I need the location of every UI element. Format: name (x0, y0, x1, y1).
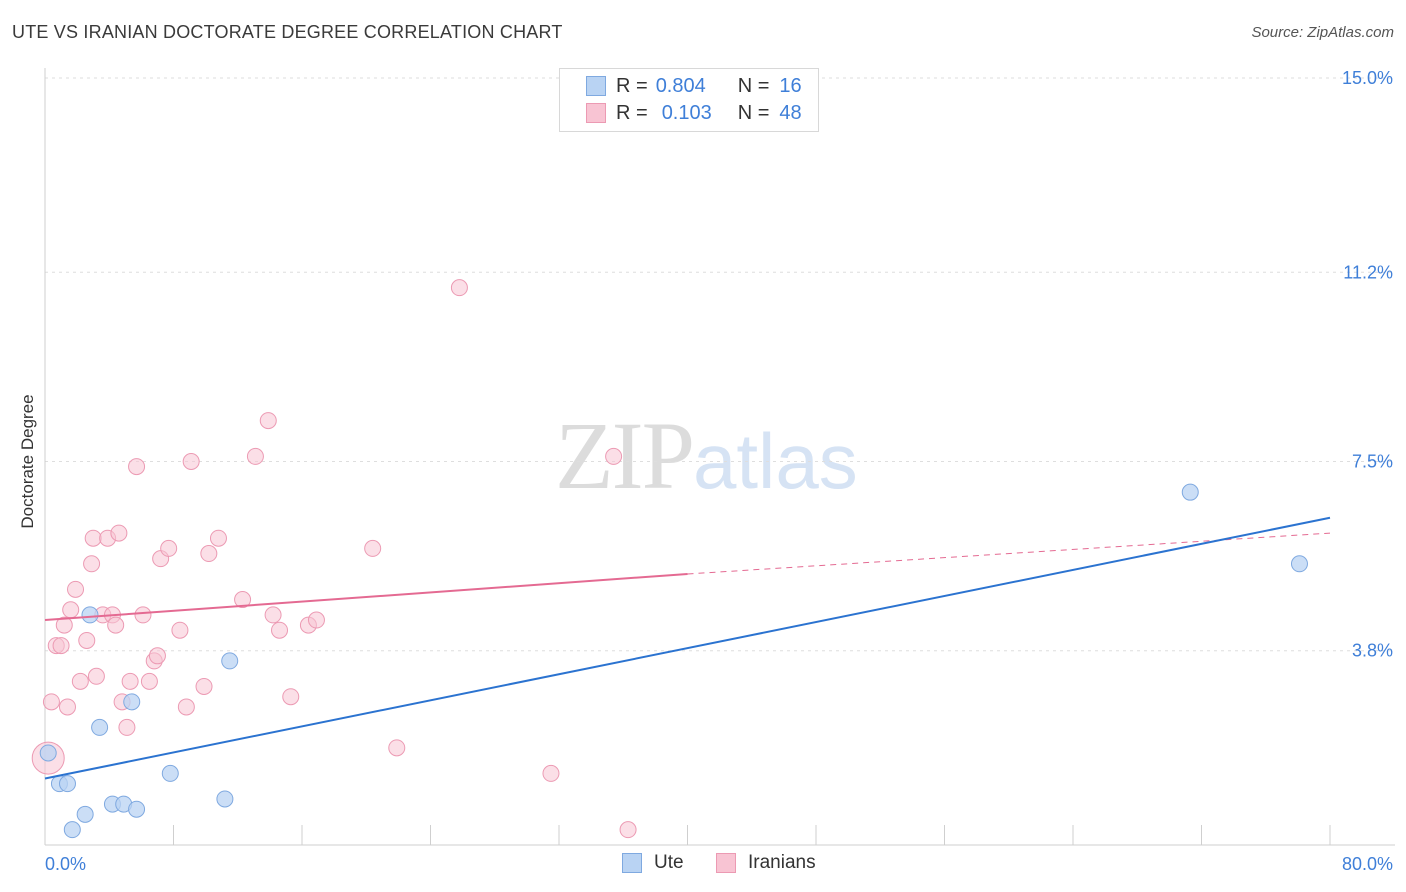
ute-point (58, 775, 76, 793)
ute-bottom-swatch (622, 853, 642, 873)
ute-r-label: R = (616, 74, 648, 97)
ute-point (39, 744, 57, 762)
iranians-point (87, 667, 105, 685)
correlation-legend: R = 0.804 N = 16 R = 0.103 N = 48 (559, 68, 819, 132)
ute-point (76, 805, 94, 823)
y-axis-title: Doctorate Degree (18, 394, 37, 528)
iranians-point (84, 529, 102, 547)
iranians-r-value: 0.103 (661, 101, 712, 124)
iranians-point (58, 698, 76, 716)
iranians-point (282, 688, 300, 706)
ute-point (216, 790, 234, 808)
ute-point (91, 718, 109, 736)
iranians-point (177, 698, 195, 716)
iranians-n-value: 48 (779, 101, 802, 124)
iranians-point (140, 672, 158, 690)
ute-point (161, 764, 179, 782)
ute-point (63, 821, 81, 839)
iranians-point (271, 621, 289, 639)
iranians-point (62, 601, 80, 619)
y-tick-label: 15.0% (1342, 68, 1393, 88)
iranians-point (118, 718, 136, 736)
iranians-bottom-label: Iranians (748, 852, 816, 873)
iranians-point (160, 539, 178, 557)
iranians-bottom-swatch (716, 853, 736, 873)
source-credit: Source: ZipAtlas.com (1251, 24, 1394, 41)
iranians-point (134, 606, 152, 624)
x-tick-label-max: 80.0% (1342, 854, 1393, 874)
iranians-point (605, 447, 623, 465)
chart-title: UTE VS IRANIAN DOCTORATE DEGREE CORRELAT… (12, 22, 563, 42)
iranians-point (388, 739, 406, 757)
iranians-point (148, 647, 166, 665)
iranians-point (450, 279, 468, 297)
iranians-point (55, 616, 73, 634)
ute-point (221, 652, 239, 670)
iranians-point (542, 764, 560, 782)
ute-point (123, 693, 141, 711)
ute-bottom-label: Ute (654, 852, 684, 873)
iranians-point (259, 412, 277, 430)
iranians-point (171, 621, 189, 639)
watermark-zip: ZIP (555, 402, 695, 509)
y-tick-label: 11.2% (1343, 262, 1393, 282)
iranians-trend-line (44, 572, 688, 622)
iranians-point (42, 693, 60, 711)
iranians-n-label: N = (737, 101, 770, 124)
ute-n-value: 16 (779, 74, 802, 97)
y-tick-label: 3.8% (1352, 641, 1393, 661)
x-tick-label-min: 0.0% (45, 854, 86, 874)
iranians-point (364, 539, 382, 557)
iranians-point (246, 447, 264, 465)
ute-point (1181, 483, 1199, 501)
iranians-trend-extension (687, 532, 1331, 575)
ute-r-value: 0.804 (655, 74, 706, 97)
ute-point (1290, 555, 1308, 573)
ute-point (81, 606, 99, 624)
iranians-point (121, 672, 139, 690)
iranians-point (52, 637, 70, 655)
iranians-point (67, 580, 85, 598)
bottom-legend-iranians: Iranians (716, 852, 816, 874)
iranians-point (619, 821, 637, 839)
iranians-point (234, 591, 252, 609)
legend-row-iranians: R = 0.103 N = 48 (586, 100, 802, 126)
bottom-legend-ute: Ute (622, 852, 684, 874)
iranians-point (307, 611, 325, 629)
iranians-point (195, 677, 213, 695)
iranians-swatch (586, 103, 606, 123)
iranians-point (107, 616, 125, 634)
ute-trend-line (44, 516, 1331, 780)
iranians-point (264, 606, 282, 624)
iranians-point (83, 555, 101, 573)
iranians-point (182, 453, 200, 470)
ute-swatch (586, 76, 606, 96)
iranians-point (209, 529, 227, 547)
legend-row-ute: R = 0.804 N = 16 (586, 73, 802, 99)
y-tick-label: 7.5% (1352, 452, 1393, 472)
iranians-point (200, 545, 218, 563)
ute-point (128, 800, 146, 818)
iranians-point (78, 631, 96, 649)
ute-n-label: N = (737, 74, 770, 97)
iranians-r-label: R = (616, 101, 648, 124)
iranians-point (71, 672, 89, 690)
iranians-point (110, 524, 128, 542)
iranians-point (128, 458, 146, 476)
